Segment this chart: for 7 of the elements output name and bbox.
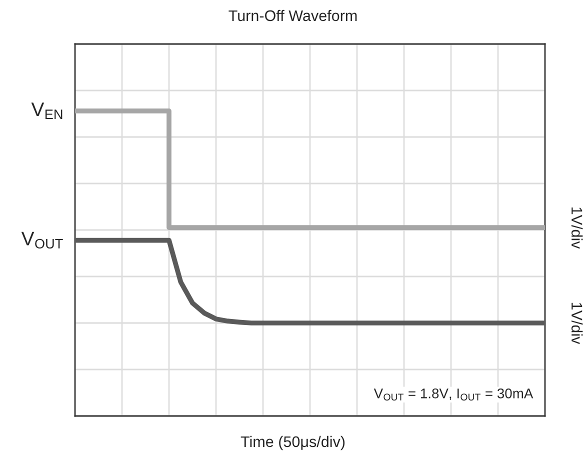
text: 1V/div (571, 302, 583, 344)
text: 1V/div (571, 208, 583, 249)
text: Time (50μs/div) (240, 436, 345, 450)
text: V$_{OUT}$ = 1.8V, I$_{OUT}$ = 30mA (374, 388, 534, 401)
chart-title: Turn-Off Waveform (228, 10, 357, 22)
series-label: V$_{EN}$ (31, 102, 62, 120)
series-label: V$_{OUT}$ (21, 232, 63, 249)
